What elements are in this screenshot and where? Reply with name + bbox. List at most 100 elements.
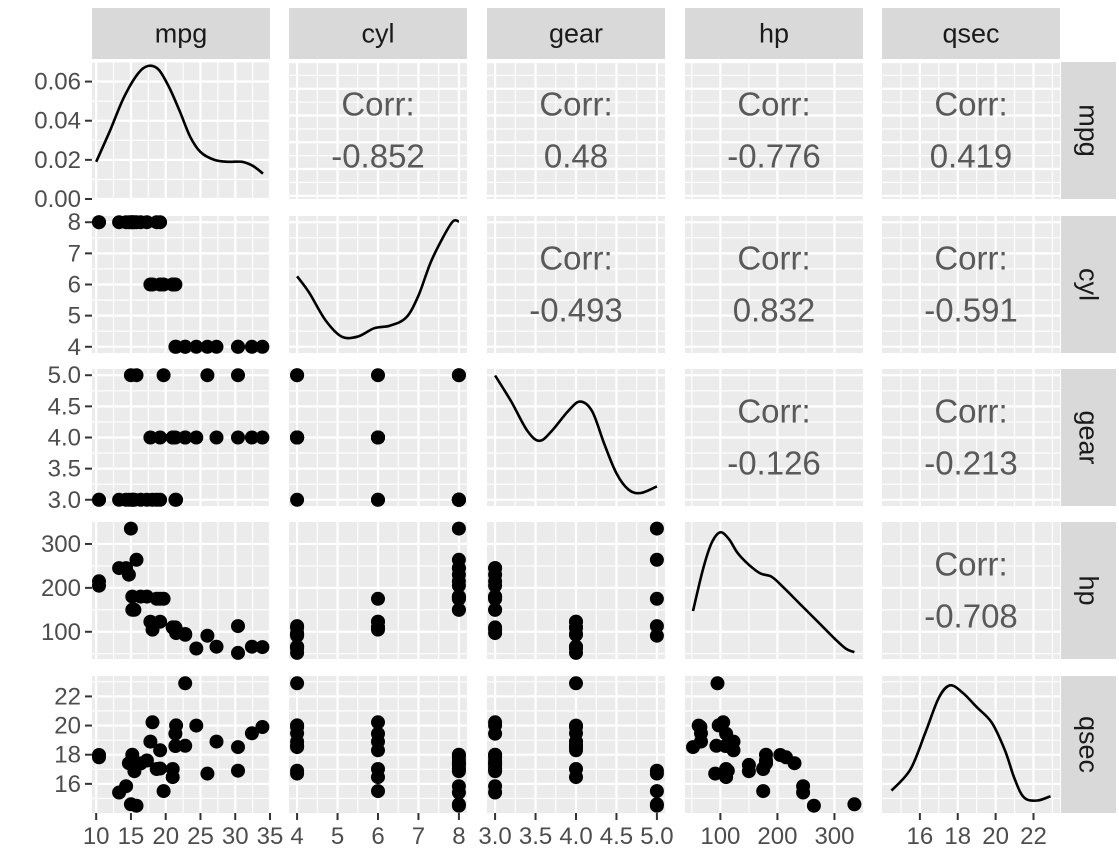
density-curve-hp bbox=[691, 530, 855, 654]
corr-value: -0.591 bbox=[924, 292, 1018, 329]
panel-gear-mpg bbox=[92, 368, 272, 507]
scatter-point bbox=[168, 339, 183, 354]
scatter-point bbox=[649, 591, 664, 606]
x-tick-label: 18 bbox=[944, 823, 971, 850]
scatter-point bbox=[231, 619, 245, 634]
panel-grid: Corr: -0.852 Corr: 0.48 Corr: -0.776 Corr: 0.41… bbox=[92, 60, 1060, 813]
scatter-point bbox=[153, 614, 168, 629]
scatter-point bbox=[255, 640, 270, 655]
scatter-point bbox=[649, 797, 664, 812]
y-tick-label: 7 bbox=[68, 240, 81, 267]
scatter-point bbox=[756, 784, 771, 799]
scatter-point bbox=[488, 591, 503, 606]
x-tick-label: 100 bbox=[700, 823, 740, 850]
scatter-point bbox=[153, 743, 168, 758]
x-tick-label: 16 bbox=[907, 823, 934, 850]
scatter-point bbox=[741, 757, 756, 772]
scatter-point bbox=[796, 785, 811, 800]
x-tick-label: 25 bbox=[187, 823, 214, 850]
strip-top-qsec bbox=[882, 8, 1060, 59]
corr-label: Corr: bbox=[737, 86, 810, 123]
scatter-point bbox=[806, 798, 821, 813]
strip-top-label: hp bbox=[759, 19, 789, 49]
x-tick-label: 3.5 bbox=[519, 823, 552, 850]
panel-mpg-mpg bbox=[92, 61, 272, 201]
strip-right-mpg bbox=[1061, 62, 1116, 199]
x-tick-label: 4 bbox=[290, 823, 303, 850]
scatter-point bbox=[244, 726, 259, 741]
scatter-point bbox=[153, 761, 168, 776]
density-curve-mpg bbox=[95, 64, 264, 175]
y-tick-label: 18 bbox=[54, 742, 81, 769]
scatter-point bbox=[451, 602, 466, 617]
x-tick-label: 20 bbox=[982, 823, 1009, 850]
scatter-point bbox=[200, 339, 215, 354]
panel-qsec-hp bbox=[685, 676, 863, 813]
scatter-point bbox=[112, 492, 127, 507]
scatter-point bbox=[112, 561, 127, 576]
scatter-point bbox=[569, 620, 583, 635]
scatter-point bbox=[231, 645, 245, 660]
y-tick-label: 22 bbox=[54, 683, 81, 710]
corr-label: Corr: bbox=[737, 240, 810, 277]
x-tick-label: 200 bbox=[757, 823, 797, 850]
scatter-point bbox=[290, 492, 305, 507]
y-tick-label: 3.5 bbox=[48, 456, 81, 483]
scatter-point bbox=[123, 797, 138, 812]
scatter-point bbox=[371, 784, 385, 799]
panel-mpg-gear: Corr: 0.48 bbox=[487, 60, 665, 199]
scatter-point bbox=[169, 718, 184, 733]
scatter-point bbox=[92, 492, 106, 507]
scatter-point bbox=[231, 339, 245, 354]
y-tick-label: 8 bbox=[68, 209, 81, 236]
scatter-point bbox=[139, 589, 154, 604]
scatter-point bbox=[488, 602, 503, 617]
corr-label: Corr: bbox=[934, 393, 1007, 430]
y-tick-label: 4.5 bbox=[48, 393, 81, 420]
scatter-point bbox=[569, 739, 583, 753]
x-tick-label: 30 bbox=[222, 823, 249, 850]
scatter-point bbox=[209, 639, 224, 654]
y-tick-label: 0.02 bbox=[34, 147, 81, 174]
scatter-point bbox=[371, 734, 385, 749]
scatter-point bbox=[112, 785, 127, 800]
right-strips: mpg cyl gear hp qsec bbox=[1061, 62, 1116, 813]
bottom-axis-labels: 10 15 20 25 30 35 4 5 6 7 8 3.0 3.5 4.0 4.5 5.0 100 200 30… bbox=[83, 813, 1047, 850]
scatter-point bbox=[125, 492, 140, 507]
scatter-point bbox=[649, 619, 664, 634]
scatter-point bbox=[451, 521, 466, 536]
scatter-point bbox=[156, 368, 171, 383]
scatter-point bbox=[649, 521, 664, 536]
scatter-point bbox=[290, 676, 305, 691]
corr-label: Corr: bbox=[737, 393, 810, 430]
scatter-point bbox=[847, 797, 862, 812]
y-tick-label: 20 bbox=[54, 713, 81, 740]
left-axis-labels: 0.00 0.02 0.04 0.06 4 5 6 7 8 3.0 3.5 4.0 4.5 5.0 100 2… bbox=[34, 69, 92, 798]
scatter-point bbox=[488, 718, 503, 733]
scatter-point bbox=[244, 430, 259, 445]
strip-right-label: cyl bbox=[1074, 268, 1104, 301]
panel-mpg-hp: Corr: -0.776 bbox=[685, 60, 863, 199]
scatter-point bbox=[759, 747, 773, 762]
scatter-point bbox=[371, 614, 385, 629]
y-tick-label: 300 bbox=[41, 531, 81, 558]
y-tick-label: 200 bbox=[41, 575, 81, 602]
scatter-point bbox=[371, 430, 385, 445]
scatter-point bbox=[451, 797, 466, 812]
scatter-point bbox=[290, 718, 305, 733]
panel-background bbox=[685, 62, 863, 199]
density-curve-cyl bbox=[296, 218, 460, 340]
scatter-point bbox=[488, 785, 503, 800]
scatter-point bbox=[169, 492, 184, 507]
panel-cyl-qsec: Corr: -0.591 bbox=[882, 216, 1060, 353]
corr-label: Corr: bbox=[539, 86, 612, 123]
scatter-point bbox=[92, 574, 106, 589]
scatter-point bbox=[290, 430, 305, 445]
scatter-point bbox=[569, 762, 583, 776]
corr-value: -0.776 bbox=[727, 138, 821, 175]
strip-right-gear bbox=[1061, 369, 1116, 506]
scatter-point bbox=[145, 715, 160, 730]
scatter-point bbox=[718, 739, 733, 753]
panel-hp-gear bbox=[487, 521, 665, 660]
scatter-point bbox=[649, 763, 664, 778]
